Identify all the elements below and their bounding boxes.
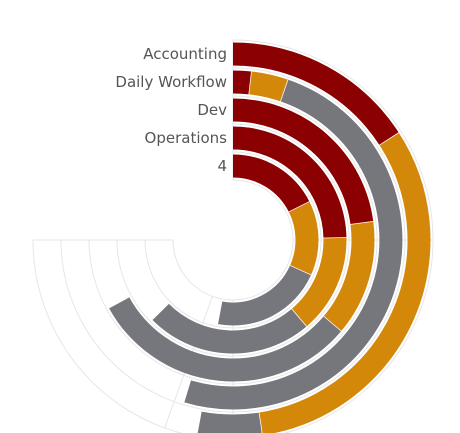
category-label: 4 bbox=[217, 157, 227, 175]
grid-ring bbox=[172, 179, 294, 301]
segment-separator bbox=[182, 379, 192, 403]
bar-segment-1-2[interactable] bbox=[258, 132, 431, 433]
grid-ring bbox=[144, 151, 322, 329]
bar-segment-5-2[interactable] bbox=[288, 201, 319, 276]
bars bbox=[108, 42, 431, 433]
category-label: Daily Workflow bbox=[115, 73, 227, 91]
segment-separator bbox=[216, 301, 223, 325]
bar-segment-3-2[interactable] bbox=[323, 221, 375, 332]
category-label: Accounting bbox=[143, 45, 227, 63]
category-label: Dev bbox=[197, 101, 227, 119]
bar-segment-4-3[interactable] bbox=[152, 303, 307, 354]
segment-separator bbox=[151, 302, 169, 321]
segment-separator bbox=[379, 132, 400, 147]
bar-segment-1-3[interactable] bbox=[196, 411, 262, 433]
segment-separator bbox=[290, 308, 307, 328]
bar-segment-4-2[interactable] bbox=[291, 237, 347, 327]
bar-segment-3-1[interactable] bbox=[232, 98, 374, 225]
bar-segment-1-1[interactable] bbox=[232, 42, 399, 146]
grid-ring bbox=[88, 95, 378, 385]
segment-separator bbox=[196, 411, 202, 433]
category-labels: Accounting Daily Workflow Dev Operations 4 bbox=[115, 45, 227, 175]
bar-segment-2-2[interactable] bbox=[248, 71, 289, 102]
grid-ring bbox=[116, 123, 350, 357]
category-label: Operations bbox=[145, 129, 228, 147]
segment-separator bbox=[108, 296, 130, 309]
grid-ring bbox=[32, 39, 434, 433]
bar-segment-5-1[interactable] bbox=[232, 154, 310, 213]
bar-segment-2-1[interactable] bbox=[232, 70, 252, 95]
bar-segment-2-3[interactable] bbox=[183, 79, 403, 410]
bar-segment-4-1[interactable] bbox=[232, 126, 347, 239]
grid-ring bbox=[60, 67, 406, 413]
bar-segment-3-3[interactable] bbox=[108, 296, 342, 382]
segment-separator bbox=[288, 201, 310, 213]
bar-segment-5-3[interactable] bbox=[217, 265, 311, 326]
